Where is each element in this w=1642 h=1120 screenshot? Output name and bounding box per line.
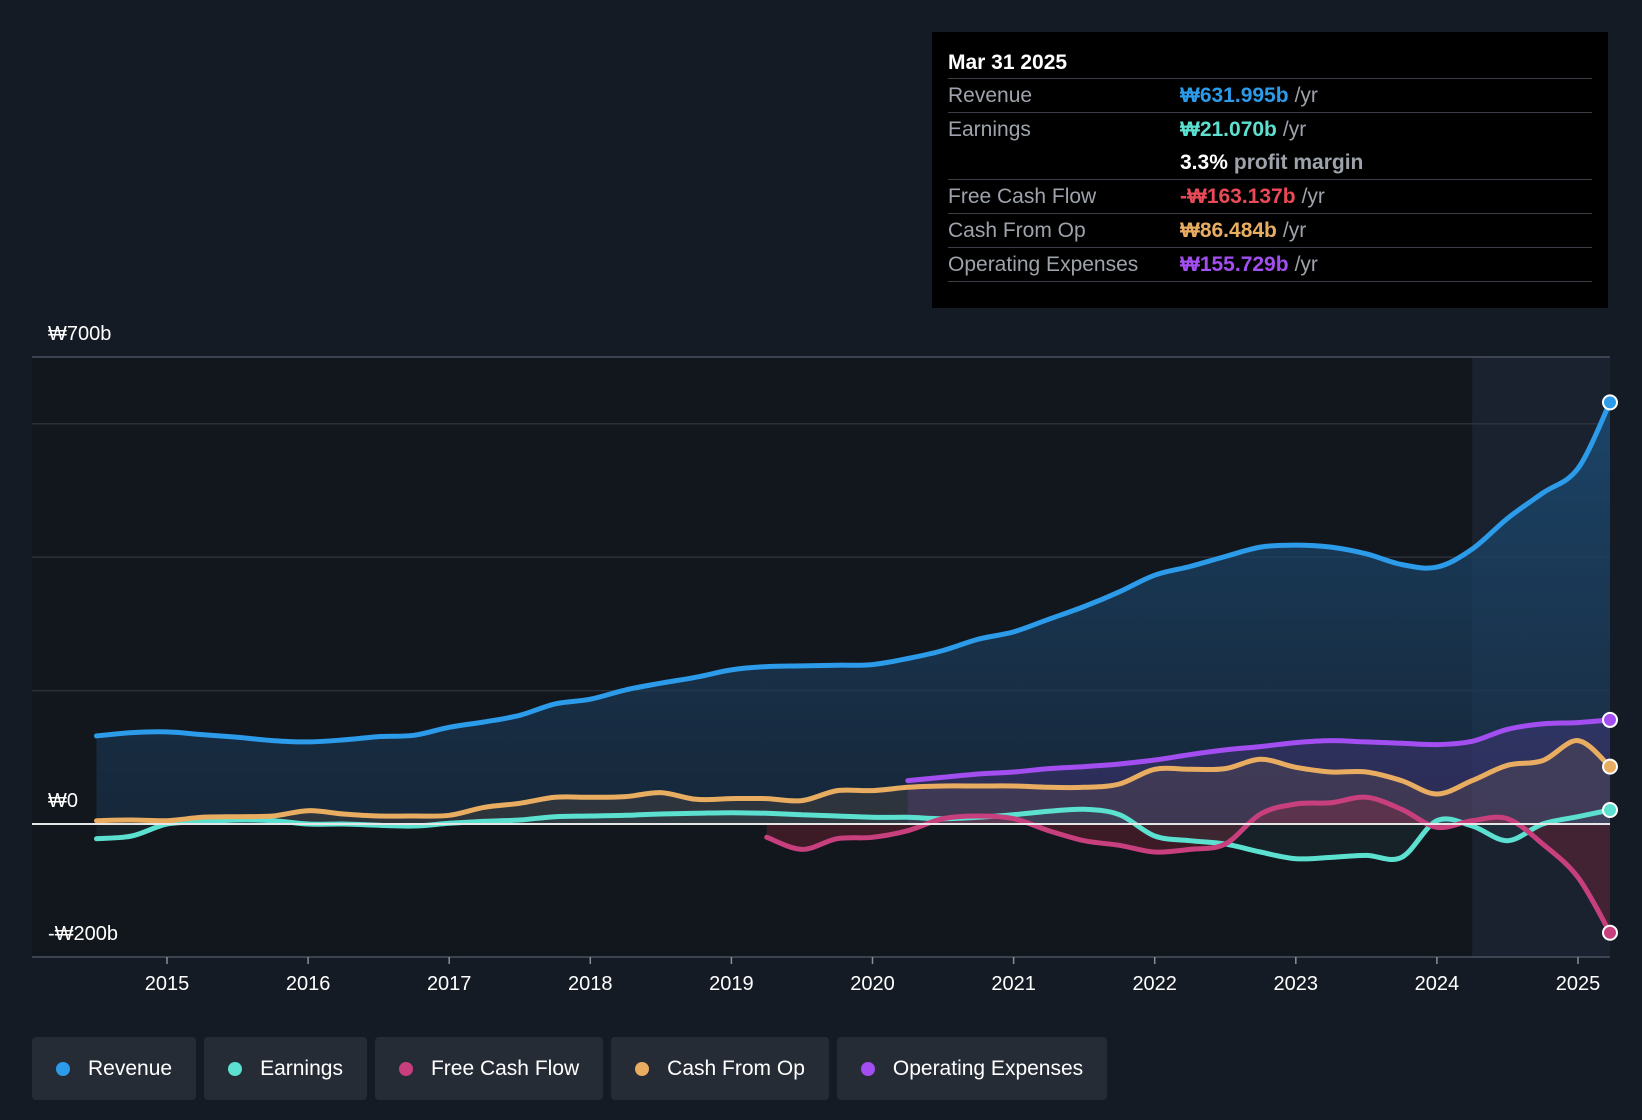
tooltip-date: Mar 31 2025 (948, 32, 1592, 79)
legend-dot-icon (398, 1061, 413, 1076)
line-revenue (94, 399, 1613, 745)
x-tick-label: 2018 (568, 973, 613, 995)
x-tick-label: 2024 (1415, 973, 1460, 995)
legend-dot-icon (860, 1061, 875, 1076)
tooltip-row-cash-from-op: Cash From Op ₩86.484b /yr (948, 214, 1592, 248)
tooltip-row-profit-margin: 3.3% profit margin (948, 146, 1592, 180)
x-tick-label: 2022 (1132, 973, 1177, 995)
legend-dot-icon (635, 1061, 650, 1076)
tooltip-value: ₩155.729b (1180, 253, 1289, 276)
legend-item-revenue[interactable]: Revenue (32, 1037, 197, 1100)
legend-dot-icon (56, 1061, 70, 1076)
end-marker-cash-from-op (1602, 758, 1618, 775)
end-marker-free-cash-flow (1602, 924, 1618, 941)
tooltip-label: Free Cash Flow (948, 185, 1097, 208)
area-cash-from-op (96, 740, 1610, 824)
legend-label: Free Cash Flow (430, 1056, 580, 1080)
tooltip-unit: profit margin (1233, 151, 1364, 174)
x-tick-label: 2021 (991, 973, 1036, 995)
legend-dot-icon (228, 1061, 243, 1076)
legend-label: Earnings (260, 1056, 343, 1080)
legend-label: Operating Expenses (892, 1056, 1084, 1080)
y-axis-label-bottom: -₩200b (48, 923, 118, 945)
tooltip-row-earnings: Earnings ₩21.070b /yr (948, 113, 1592, 146)
x-tick-label: 2025 (1556, 973, 1601, 995)
x-axis-ticks: 2015 2016 2017 2018 2019 2020 2021 2022 2023 2024… (145, 957, 1601, 995)
x-tick-label: 2017 (427, 973, 472, 995)
end-marker-earnings (1602, 801, 1618, 818)
line-free-cash-flow (764, 794, 1613, 936)
area-earnings (96, 809, 1610, 860)
tooltip-label: Earnings (948, 118, 1031, 141)
x-tick-label: 2019 (709, 973, 754, 995)
area-revenue (96, 402, 1610, 824)
series-lines (94, 399, 1613, 936)
y-axis-label-zero: ₩0 (48, 790, 78, 812)
tooltip-row-free-cash-flow: Free Cash Flow -₩163.137b /yr (948, 180, 1592, 214)
legend-label: Revenue (88, 1056, 173, 1080)
legend-item-earnings[interactable]: Earnings (204, 1037, 367, 1100)
tooltip-unit: /yr (1294, 253, 1318, 276)
tooltip-unit: /yr (1294, 84, 1318, 107)
x-tick-label: 2016 (286, 973, 331, 995)
chart-legend: Revenue Earnings Free Cash Flow Cash Fro… (32, 1037, 1108, 1100)
tooltip-value: 3.3% (1180, 151, 1228, 174)
legend-item-cash-from-op[interactable]: Cash From Op (611, 1037, 829, 1100)
legend-label: Cash From Op (667, 1056, 805, 1080)
tooltip-label: Revenue (948, 84, 1033, 107)
tooltip-row-operating-expenses: Operating Expenses ₩155.729b /yr (948, 248, 1592, 282)
x-tick-label: 2020 (850, 973, 895, 995)
tooltip-unit: /yr (1301, 185, 1325, 208)
y-axis-label-top: ₩700b (48, 323, 111, 345)
x-tick-label: 2023 (1274, 973, 1319, 995)
line-cash-from-op (94, 738, 1613, 824)
x-tick-label: 2015 (145, 973, 190, 995)
end-marker-revenue (1602, 394, 1618, 411)
tooltip-row-revenue: Revenue ₩631.995b /yr (948, 79, 1592, 113)
series-end-markers (1602, 394, 1618, 941)
tooltip-unit: /yr (1282, 118, 1307, 141)
tooltip-label (948, 146, 1180, 179)
tooltip-label: Cash From Op (948, 219, 1086, 242)
line-operating-expenses (905, 717, 1613, 784)
end-marker-operating-expenses (1602, 711, 1618, 728)
tooltip-label: Operating Expenses (948, 253, 1139, 276)
legend-item-operating-expenses[interactable]: Operating Expenses (836, 1037, 1108, 1100)
tooltip-value: ₩631.995b (1180, 84, 1289, 107)
legend-item-free-cash-flow[interactable]: Free Cash Flow (374, 1037, 604, 1100)
data-tooltip: Mar 31 2025 Revenue ₩631.995b /yr Earnin… (932, 32, 1608, 308)
tooltip-unit: /yr (1282, 219, 1307, 242)
tooltip-value: -₩163.137b (1180, 185, 1296, 208)
tooltip-value: ₩21.070b (1180, 118, 1277, 141)
tooltip-value: ₩86.484b (1180, 219, 1277, 242)
